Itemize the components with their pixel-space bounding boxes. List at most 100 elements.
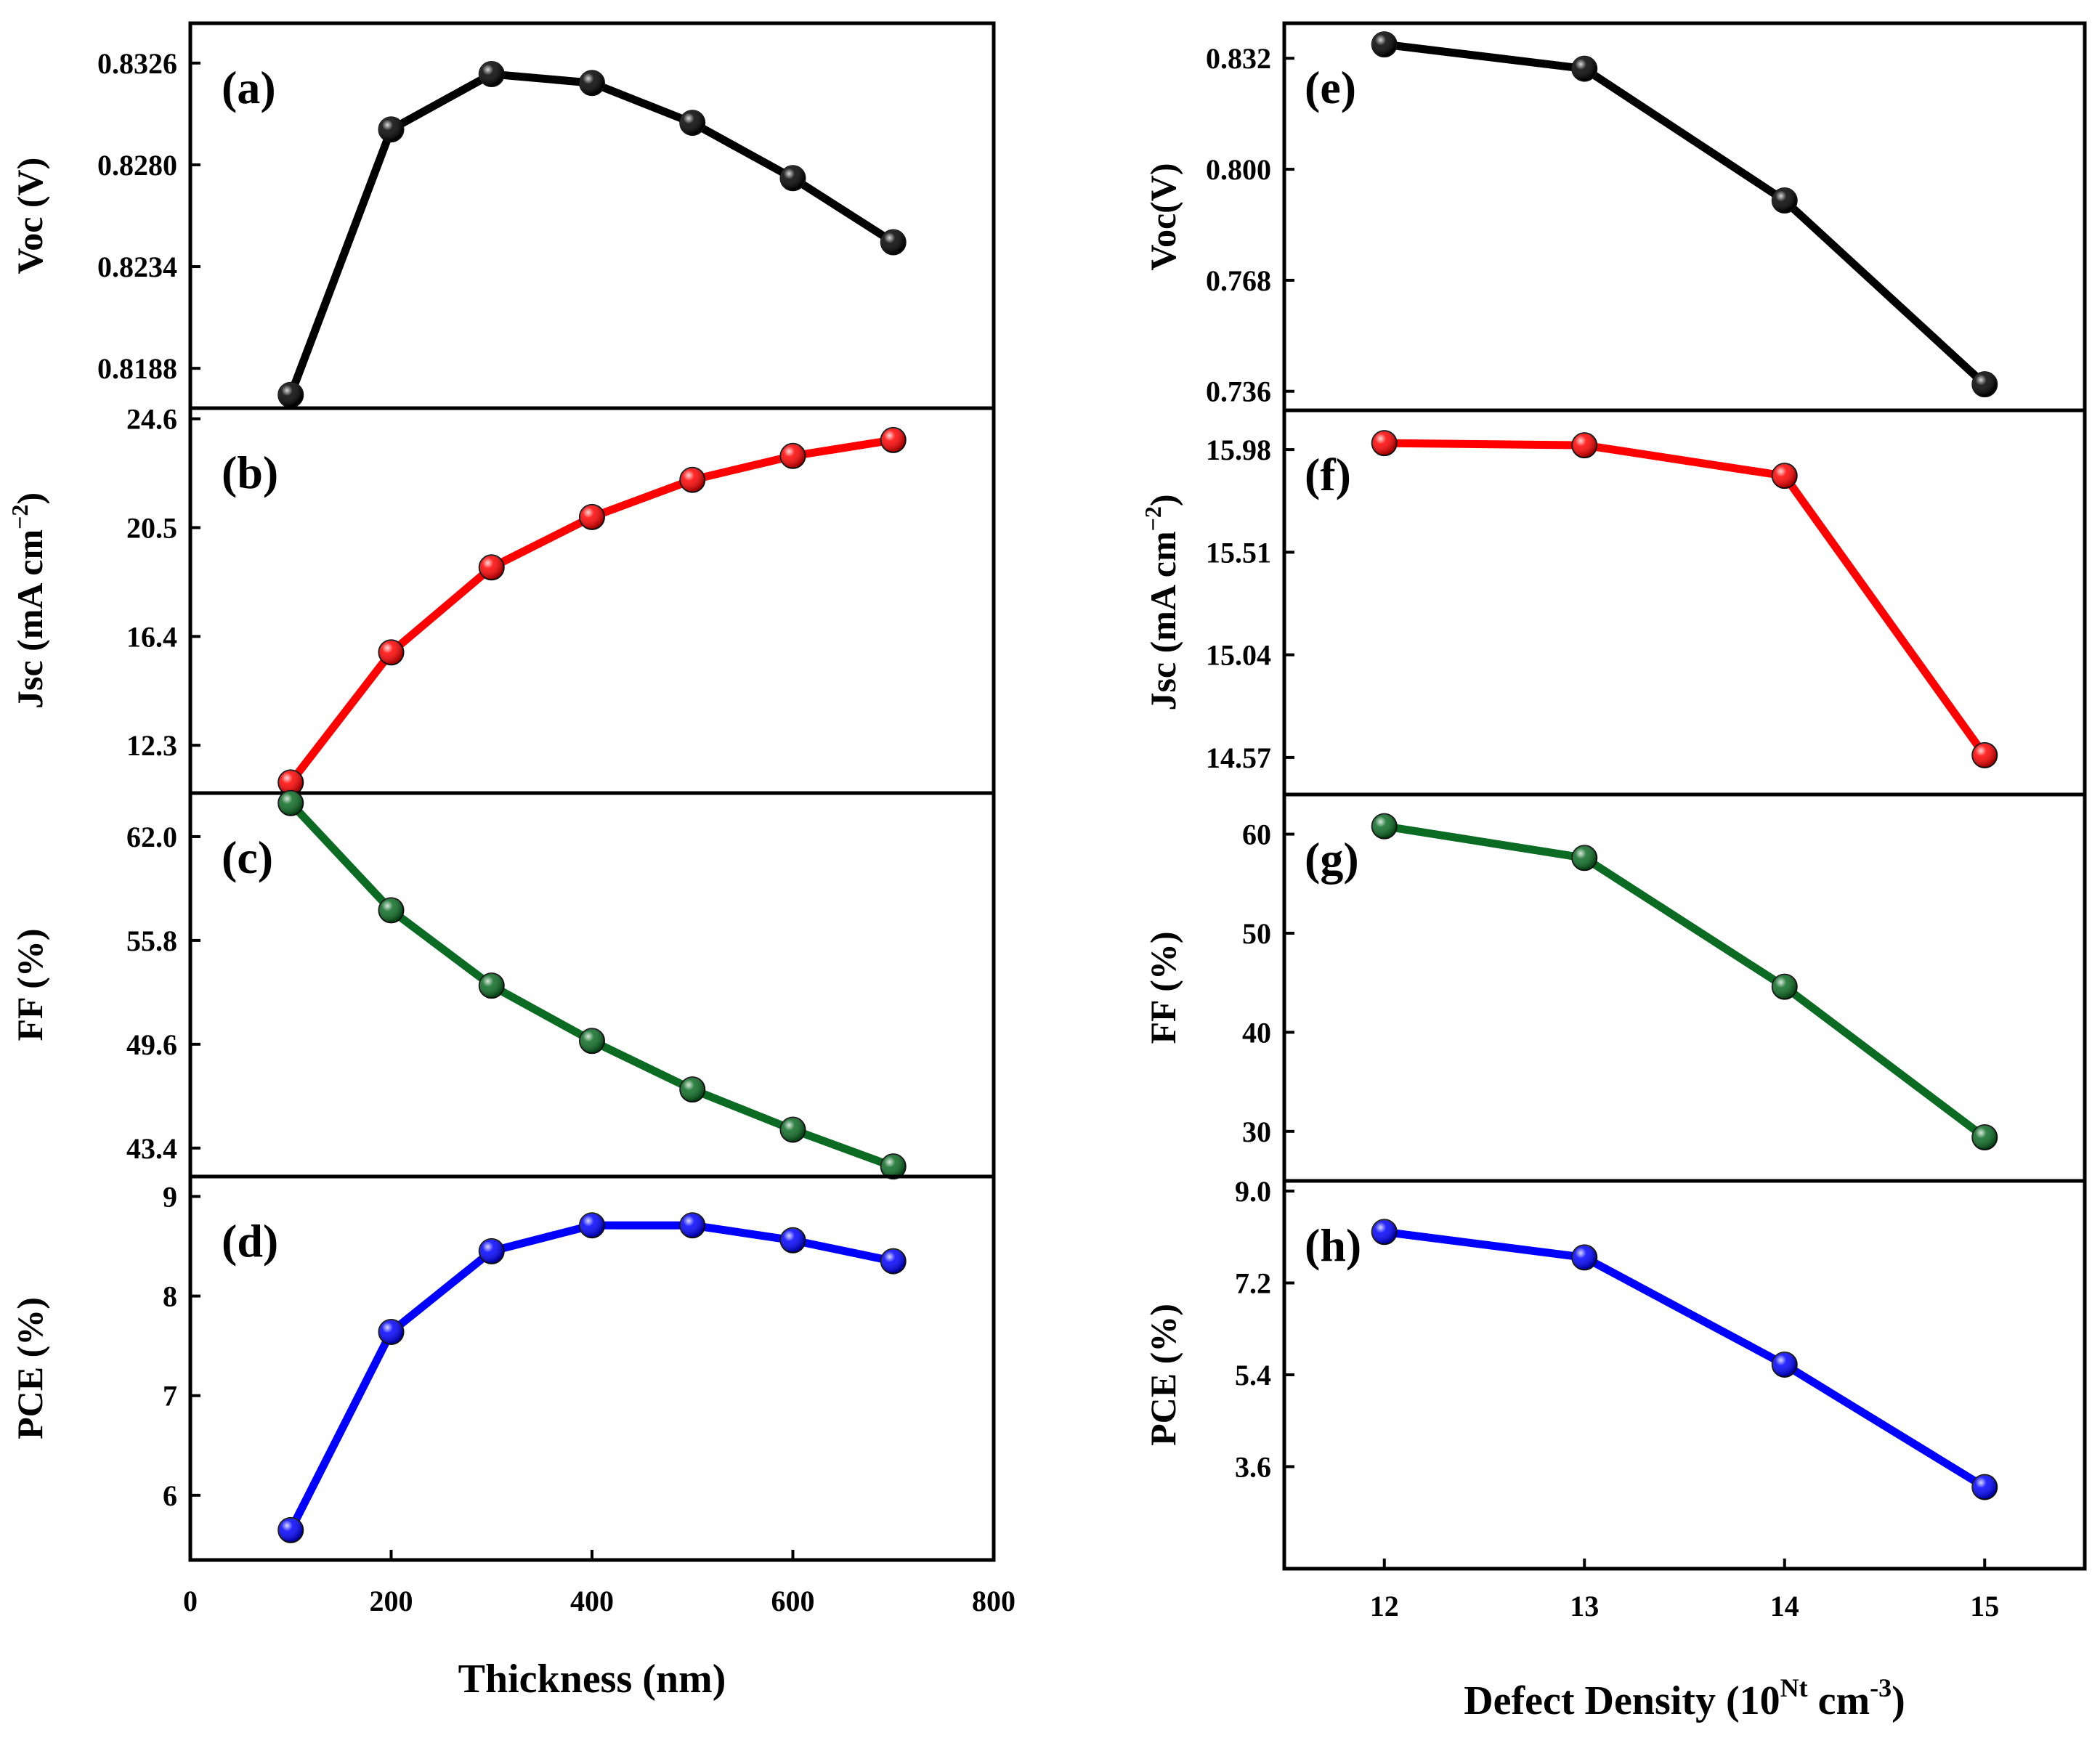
y-tick-label: 7 xyxy=(163,1380,177,1413)
data-point-highlight xyxy=(880,1154,906,1179)
y-axis-title-superscript: −2 xyxy=(7,505,33,529)
y-tick-label: 12.3 xyxy=(126,729,177,762)
panel-frame xyxy=(188,406,996,795)
y-tick-label: 0.8280 xyxy=(97,149,177,182)
data-point-highlight xyxy=(1772,974,1797,999)
panel-h: 3.6 5.4 7.2 9.0 PCE (%) (h) 12 13 14 15 xyxy=(1143,1175,2087,1622)
data-point-highlight xyxy=(479,1238,504,1264)
data-point-highlight xyxy=(1371,431,1397,456)
y-tick-label: 5.4 xyxy=(1235,1359,1271,1391)
y-tick-label: 0.832 xyxy=(1206,42,1271,75)
series-line-ff xyxy=(286,799,898,1171)
panel-f: 14.57 15.04 15.51 15.98 Jsc (mA cm−2) (f) xyxy=(1140,408,2087,797)
data-point-highlight xyxy=(1772,1352,1797,1377)
y-tick-label: 24.6 xyxy=(126,403,177,436)
y-axis-title-text: FF (%) xyxy=(1143,931,1183,1044)
data-point-highlight xyxy=(278,382,304,407)
y-tick-label: 43.4 xyxy=(126,1132,177,1165)
data-point-highlight xyxy=(378,117,404,142)
y-axis-title-close: ) xyxy=(9,492,50,505)
x-tick-label: 15 xyxy=(1970,1590,1999,1622)
y-tick-label: 0.736 xyxy=(1206,375,1271,408)
data-point-highlight xyxy=(1972,372,1998,397)
y-tick-label: 7.2 xyxy=(1235,1267,1271,1300)
data-point-highlight xyxy=(1972,1124,1998,1150)
data-point-highlight xyxy=(1371,813,1397,839)
panel-tag: (f) xyxy=(1305,449,1351,500)
series-line-ff xyxy=(1380,822,1989,1142)
x-axis-title: Defect Density (10Nt cm-3) xyxy=(1464,1673,1905,1723)
x-tick-label: 400 xyxy=(570,1585,614,1617)
panel-tag: (b) xyxy=(222,447,278,498)
y-tick-label: 30 xyxy=(1242,1116,1271,1148)
data-point-highlight xyxy=(378,898,404,923)
data-point-highlight xyxy=(278,770,304,795)
x-tick-label: 600 xyxy=(771,1585,815,1617)
panel-tag: (c) xyxy=(222,832,273,883)
data-point-highlight xyxy=(780,1117,806,1142)
y-tick-label: 8 xyxy=(163,1280,177,1313)
data-point-highlight xyxy=(780,1227,806,1253)
data-point-highlight xyxy=(479,555,504,580)
y-axis-title: Voc (V) xyxy=(9,158,50,275)
data-point-highlight xyxy=(378,1319,404,1344)
panel-a: 0.8188 0.8234 0.8280 0.8326 Voc (V) (a) xyxy=(9,21,996,410)
y-axis-title: Jsc (mA cm−2) xyxy=(1140,494,1183,710)
panel-d: 6 7 8 9 PCE (%) (d) 0 200 400 600 800 xyxy=(9,1174,1015,1617)
data-point-highlight xyxy=(1772,188,1797,214)
data-point-highlight xyxy=(580,1028,604,1054)
y-tick-label: 9 xyxy=(163,1180,177,1213)
y-tick-label: 62.0 xyxy=(126,821,177,853)
data-point-highlight xyxy=(1572,433,1597,458)
y-axis-title: FF (%) xyxy=(1143,931,1183,1044)
chart-group-right: 0.7360.7680.8000.832Voc(V)(e)14.5715.041… xyxy=(1140,21,2087,1723)
y-axis-title: PCE (%) xyxy=(9,1297,50,1439)
y-axis-title-text: Jsc (mA cm xyxy=(9,529,50,709)
data-point-highlight xyxy=(680,110,705,136)
y-tick-label: 16.4 xyxy=(126,620,177,653)
series-line-voc xyxy=(1380,40,1989,389)
y-tick-label: 55.8 xyxy=(126,925,177,957)
x-axis-title-text: Defect Density (10 xyxy=(1464,1678,1780,1723)
data-point-highlight xyxy=(1972,1474,1998,1500)
series-line-pce xyxy=(1380,1227,1989,1492)
panel-tag: (a) xyxy=(222,62,276,113)
y-tick-label: 0.8188 xyxy=(97,352,177,385)
x-axis-title-close: ) xyxy=(1892,1678,1905,1723)
y-axis-title-superscript: −2 xyxy=(1140,506,1166,531)
data-point-highlight xyxy=(278,1517,304,1543)
y-axis-title: Jsc (mA cm−2) xyxy=(7,492,50,709)
x-tick-label: 13 xyxy=(1570,1590,1599,1622)
data-point-highlight xyxy=(680,1077,705,1102)
y-axis-title: Voc(V) xyxy=(1143,163,1183,270)
panel-b: 12.3 16.4 20.5 24.6 Jsc (mA cm−2) (b) xyxy=(7,403,996,796)
data-point-highlight xyxy=(1972,742,1998,768)
y-tick-label: 0.8326 xyxy=(97,47,177,80)
panel-tag: (g) xyxy=(1305,833,1359,885)
y-axis-title-text: Voc(V) xyxy=(1143,163,1183,270)
y-tick-label: 49.6 xyxy=(126,1028,177,1061)
x-axis-title: Thickness (nm) xyxy=(458,1657,726,1702)
data-point-highlight xyxy=(1772,463,1797,489)
y-tick-label: 15.51 xyxy=(1206,536,1271,569)
data-point-highlight xyxy=(580,70,604,96)
y-tick-label: 20.5 xyxy=(126,511,177,544)
chart-group-left: 0.8188 0.8234 0.8280 0.8326 Voc (V) (a) 12.3 16… xyxy=(7,21,1015,1702)
data-point-highlight xyxy=(680,1213,705,1238)
data-point-highlight xyxy=(580,504,604,529)
x-axis-title-unit: cm xyxy=(1808,1678,1870,1723)
x-tick-label: 14 xyxy=(1770,1590,1799,1622)
y-axis-title-text: Voc (V) xyxy=(9,158,50,275)
x-axis-title-superscript: Nt xyxy=(1780,1673,1808,1702)
panel-tag: (h) xyxy=(1305,1219,1361,1271)
data-point-highlight xyxy=(680,467,705,492)
data-point-highlight xyxy=(1572,56,1597,81)
data-point-highlight xyxy=(1371,32,1397,57)
x-tick-label: 800 xyxy=(972,1585,1015,1617)
panel-g: 30 40 50 60 FF (%) (g) xyxy=(1143,792,2087,1183)
y-axis-title-text: Jsc (mA cm xyxy=(1143,531,1183,710)
data-point-highlight xyxy=(880,1248,906,1274)
data-point-highlight xyxy=(1572,845,1597,871)
